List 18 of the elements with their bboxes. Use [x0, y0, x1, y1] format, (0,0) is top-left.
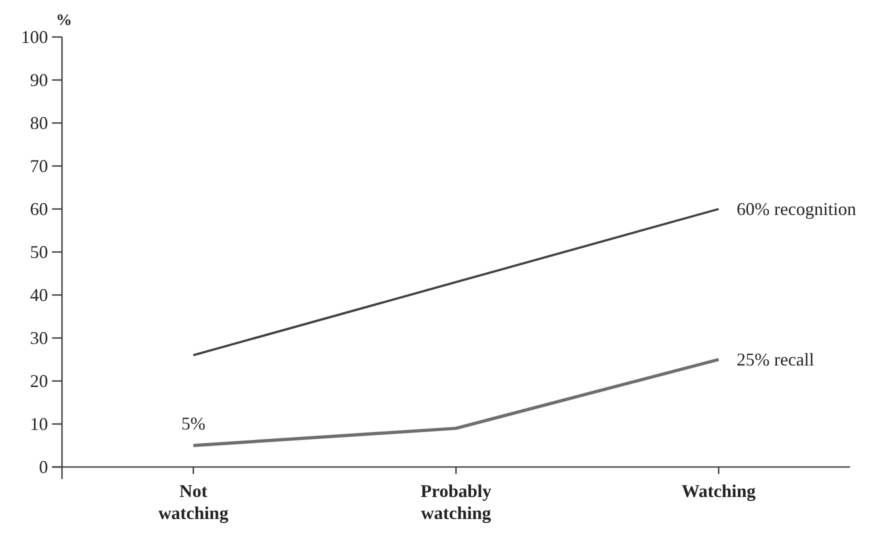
data-label: 5% — [181, 414, 206, 434]
x-tick-label: Probably watching — [420, 481, 492, 523]
y-tick-label: 90 — [30, 70, 48, 90]
data-label: 25% recall — [736, 350, 814, 370]
y-tick-label: 70 — [30, 156, 48, 176]
y-tick-label: 100 — [21, 27, 48, 47]
y-tick-label: 40 — [30, 285, 48, 305]
y-tick-label: 60 — [30, 199, 48, 219]
y-axis-title: % — [56, 12, 72, 29]
x-tick-label: Watching — [682, 481, 756, 501]
data-label: 60% recognition — [736, 199, 856, 219]
y-tick-label: 30 — [30, 328, 48, 348]
y-tick-label: 50 — [30, 242, 48, 262]
y-tick-label: 80 — [30, 113, 48, 133]
y-tick-label: 10 — [30, 414, 48, 434]
y-tick-label: 0 — [39, 457, 48, 477]
y-tick-label: 20 — [30, 371, 48, 391]
x-tick-label: Not watching — [158, 481, 228, 523]
